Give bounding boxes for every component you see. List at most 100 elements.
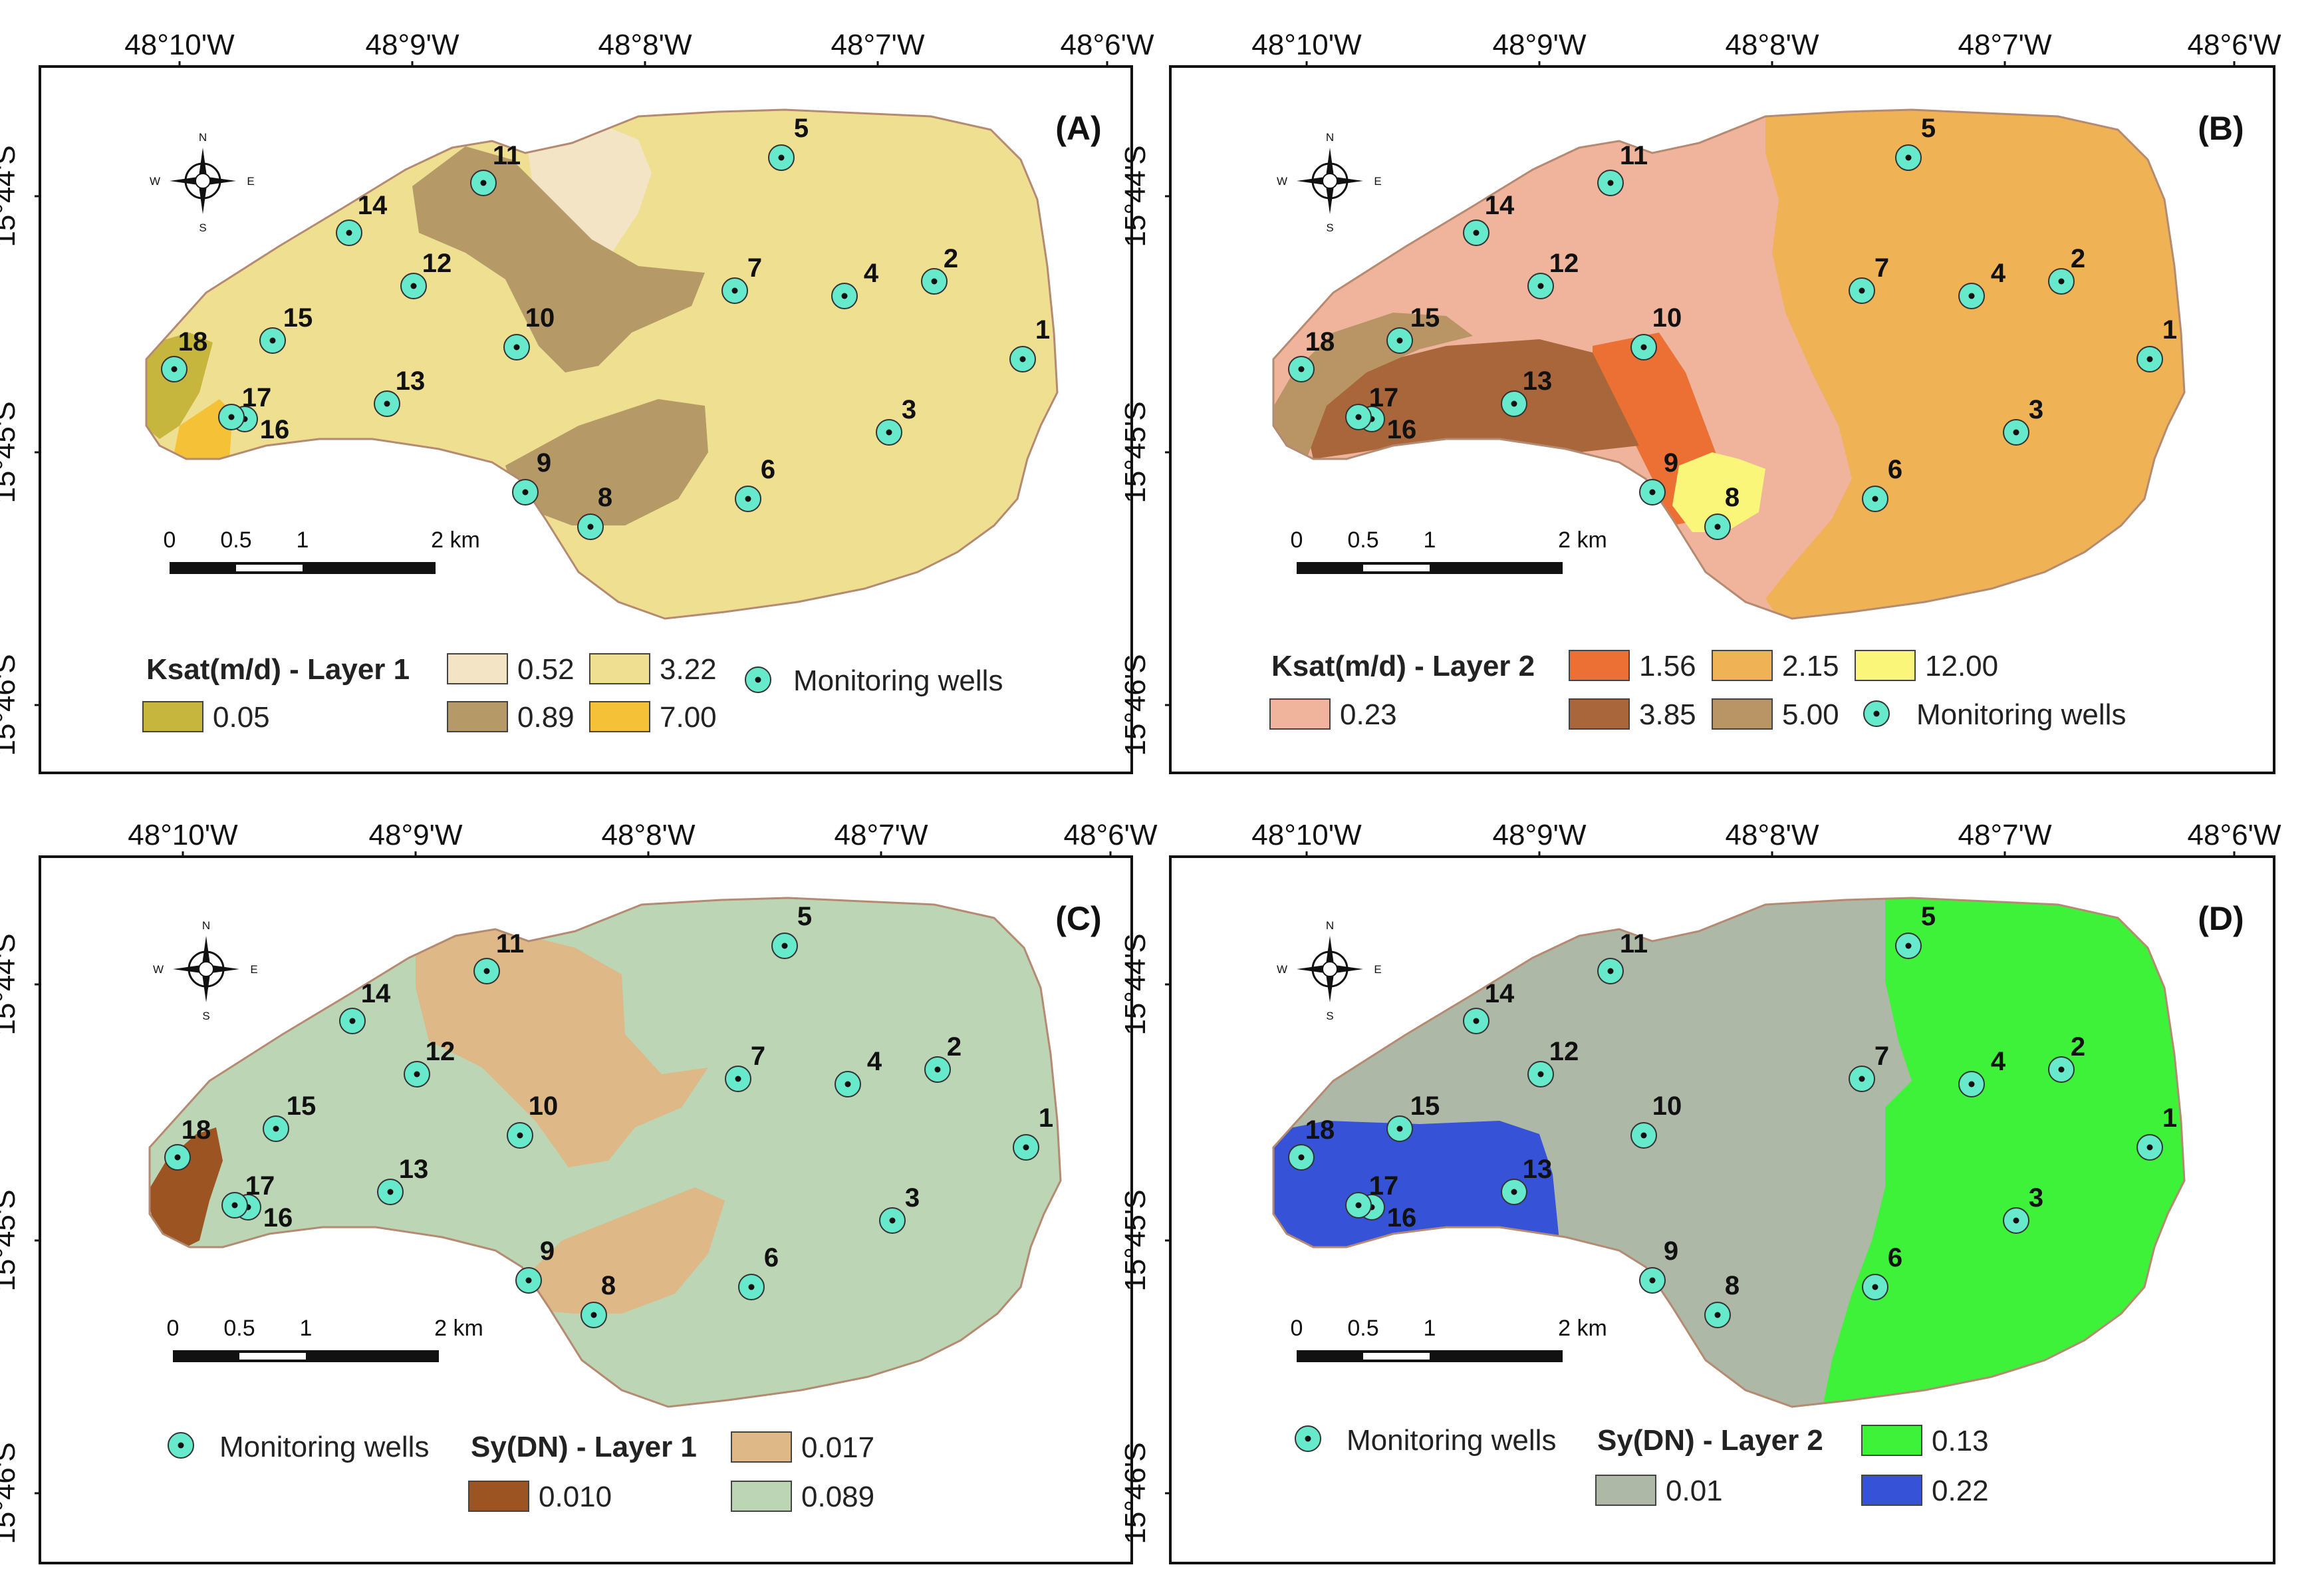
monitoring-well-label: 3 [902, 395, 916, 424]
lat-tick-label: 15°45'S [1119, 401, 1152, 503]
legend-well-icon-dot [1873, 710, 1880, 717]
north-arrow-compass: N S E W [153, 919, 258, 1022]
legend-swatch [589, 653, 650, 684]
legend-swatch [1861, 1425, 1922, 1456]
compass-n-label: N [1326, 919, 1334, 932]
legend-swatch [1569, 698, 1630, 730]
monitoring-well-center-dot [525, 1277, 532, 1284]
scale-bar-tick-label: 0 [167, 1316, 180, 1341]
monitoring-well-label: 17 [1369, 383, 1399, 412]
monitoring-well-label: 15 [1410, 1091, 1440, 1121]
legend-item-label: 0.017 [801, 1431, 874, 1464]
lat-tick-label: 15°44'S [1119, 933, 1152, 1035]
legend-well-icon-dot [1305, 1435, 1311, 1442]
compass-e-label: E [1374, 963, 1381, 976]
class-5.00-area [1273, 313, 1473, 459]
annotation-layer: 48°10'W 48°9'W 48°8'W 48°7'W 48°6'W15°44'S15… [0, 29, 2281, 1544]
lon-tick-label: 48°6'W [1064, 819, 1158, 851]
monitoring-well-center-dot [384, 400, 390, 407]
monitoring-well-center-dot [1872, 496, 1878, 502]
monitoring-well-center-dot [1714, 1312, 1721, 1318]
monitoring-well-center-dot [1396, 1125, 1403, 1132]
class-0.52-area [525, 123, 652, 253]
compass-n-label: N [1326, 131, 1334, 144]
compass-w-label: W [1277, 175, 1287, 188]
panel-c-annotations: 48°10'W 48°9'W 48°8'W 48°7'W 48°6'W15°44'S15… [0, 819, 1158, 1544]
monitoring-well-label: 9 [1664, 448, 1678, 478]
class-0.010-area [150, 1127, 223, 1250]
scale-bar-tick-label: 1 [1424, 1316, 1436, 1341]
monitoring-well-label: 3 [2029, 1183, 2043, 1213]
panel-c-legend: Monitoring wells Sy(DN) - Layer 1 0.017 0.0… [168, 1431, 874, 1513]
monitoring-well-center-dot [1968, 293, 1975, 299]
monitoring-well-center-dot [1019, 356, 1026, 362]
lat-tick-label: 15°45'S [1119, 1189, 1152, 1291]
lon-tick-label: 48°8'W [598, 29, 692, 61]
legend-swatch [1595, 1475, 1656, 1506]
monitoring-well-label: 2 [2071, 244, 2085, 273]
panel-label: (C) [1055, 900, 1101, 937]
monitoring-well-label: 12 [1549, 249, 1579, 278]
monitoring-well-label: 8 [601, 1271, 616, 1300]
lat-tick-label: 15°46'S [0, 654, 21, 756]
scale-bar-tick-label: 2 km [434, 1316, 483, 1341]
monitoring-well-center-dot [745, 496, 751, 502]
monitoring-well-center-dot [1859, 1076, 1865, 1082]
lon-tick-label: 48°9'W [369, 819, 463, 851]
scale-bar-tick-label: 2 km [1558, 1316, 1607, 1341]
legend-swatch [1712, 698, 1773, 730]
monitoring-well-label: 1 [1039, 1103, 1053, 1133]
class-7.00-area [173, 399, 233, 466]
legend-item-label: Monitoring wells [1916, 698, 2126, 731]
monitoring-well-center-dot [1537, 283, 1544, 289]
monitoring-well-label: 18 [1305, 327, 1335, 357]
compass-e-label: E [250, 963, 257, 976]
monitoring-well-label: 13 [396, 366, 426, 396]
scale-bar-tick-label: 0.5 [1347, 1316, 1378, 1341]
monitoring-well-label: 13 [1523, 366, 1553, 396]
monitoring-well-label: 2 [944, 244, 958, 273]
monitoring-well-center-dot [231, 1202, 238, 1209]
scale-bar-tick-label: 1 [300, 1316, 313, 1341]
legend-swatch [1269, 698, 1331, 730]
lat-tick-label: 15°44'S [0, 145, 21, 247]
legend-item-label: 3.85 [1639, 698, 1696, 731]
monitoring-well-center-dot [1511, 1189, 1517, 1195]
panel-label: (A) [1055, 110, 1101, 147]
monitoring-well-label: 11 [1620, 929, 1648, 958]
monitoring-well-label: 14 [1485, 979, 1515, 1008]
scale-bar: 0 0.5 1 2 km [1291, 527, 1607, 574]
monitoring-well-label: 5 [1921, 902, 1936, 931]
panel-a-annotations: 48°10'W 48°9'W 48°8'W 48°7'W 48°6'W15°44'S15… [0, 29, 1154, 756]
monitoring-well-center-dot [844, 1081, 851, 1087]
lon-tick-label: 48°7'W [831, 29, 925, 61]
monitoring-well-center-dot [171, 366, 178, 372]
north-arrow-compass: N S E W [150, 131, 255, 234]
monitoring-well-center-dot [1640, 1132, 1647, 1139]
monitoring-well-center-dot [1905, 942, 1912, 949]
monitoring-well-center-dot [841, 293, 848, 299]
monitoring-well-center-dot [590, 1312, 597, 1318]
monitoring-well-label: 8 [1725, 483, 1740, 512]
legend-swatch [1712, 650, 1773, 681]
monitoring-well-label: 1 [2162, 1103, 2177, 1133]
compass-n-label: N [199, 131, 207, 144]
monitoring-well-label: 13 [399, 1155, 429, 1184]
legend-swatch [1569, 650, 1630, 681]
monitoring-well-label: 4 [1991, 259, 2006, 288]
compass-w-label: W [153, 963, 164, 976]
compass-e-label: E [247, 175, 254, 188]
monitoring-well-label: 4 [867, 1047, 882, 1076]
lat-tick-label: 15°44'S [1119, 145, 1152, 247]
monitoring-well-label: 11 [1620, 141, 1648, 170]
monitoring-well-center-dot [174, 1154, 181, 1161]
monitoring-well-label: 8 [598, 483, 612, 512]
monitoring-well-center-dot [1649, 1277, 1656, 1284]
monitoring-well-label: 12 [1549, 1037, 1579, 1066]
legend-item-label: 7.00 [660, 701, 717, 734]
monitoring-well-center-dot [778, 154, 785, 161]
monitoring-well-label: 3 [2029, 395, 2043, 424]
monitoring-well-center-dot [1537, 1071, 1544, 1078]
compass-w-label: W [1277, 963, 1287, 976]
